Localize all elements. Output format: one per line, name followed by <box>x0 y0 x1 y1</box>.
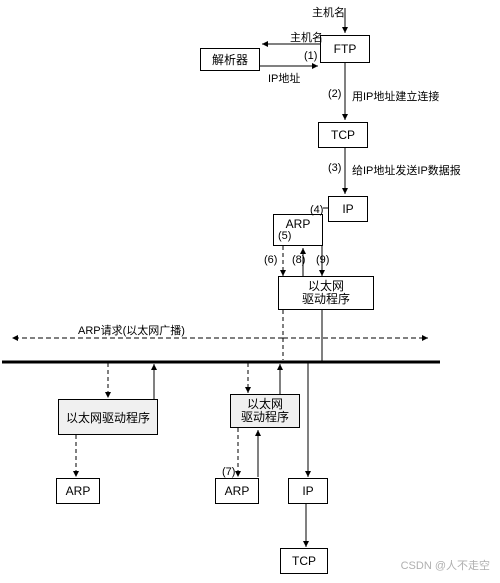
eth-driver-top-box: 以太网 驱动程序 <box>278 276 374 310</box>
eth3-line2: 驱动程序 <box>241 411 289 424</box>
arp2-label: ARP <box>66 484 91 498</box>
tcp-top-box: TCP <box>318 122 368 148</box>
parser-label: 解析器 <box>212 51 248 68</box>
watermark: CSDN @人不走空 <box>401 557 490 573</box>
parser-box: 解析器 <box>200 48 260 71</box>
step4-label: (4) <box>310 204 323 216</box>
host-left-label: 主机名 <box>290 29 323 45</box>
arp-mid-box: ARP <box>215 478 259 504</box>
eth2-label: 以太网驱动程序 <box>66 409 150 426</box>
step7-label: (7) <box>222 466 235 478</box>
arp-top-label: ARP <box>286 217 311 231</box>
step5-label: (5) <box>278 230 291 242</box>
step6-label: (6) <box>264 254 277 266</box>
top-host-label: 主机名 <box>312 4 345 20</box>
step2-label: (2) <box>328 88 341 100</box>
tcp2-label: TCP <box>292 554 316 568</box>
arp3-label: ARP <box>225 484 250 498</box>
step8-label: (8) <box>292 254 305 266</box>
ftp-box: FTP <box>320 35 370 63</box>
step2-text: 用IP地址建立连接 <box>352 88 439 104</box>
tcp-top-label: TCP <box>331 128 355 142</box>
step3-text: 给IP地址发送IP数据报 <box>352 162 461 178</box>
step1-label: (1) <box>304 50 317 62</box>
ftp-label: FTP <box>334 42 357 56</box>
step3-label: (3) <box>328 162 341 174</box>
ip-top-label: IP <box>342 202 353 216</box>
ip-bottom-box: IP <box>288 478 328 504</box>
arp-request-label: ARP请求(以太网广播) <box>78 322 185 338</box>
step9-label: (9) <box>316 254 329 266</box>
ip-addr-label: IP地址 <box>268 70 300 86</box>
eth-driver-mid-box: 以太网 驱动程序 <box>230 394 300 428</box>
eth1-line2: 驱动程序 <box>302 293 350 306</box>
ip-top-box: IP <box>328 196 368 222</box>
eth-driver-left-box: 以太网驱动程序 <box>58 399 158 435</box>
arp-left-box: ARP <box>56 478 100 504</box>
tcp-bottom-box: TCP <box>280 548 328 574</box>
ip2-label: IP <box>302 484 313 498</box>
